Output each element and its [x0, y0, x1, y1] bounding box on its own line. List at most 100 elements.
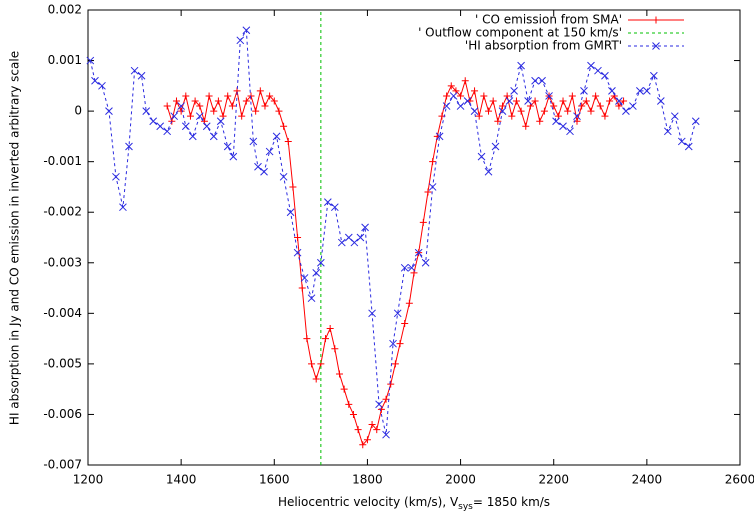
data-point — [531, 97, 539, 105]
data-point — [373, 426, 381, 434]
data-point — [636, 87, 644, 95]
data-point — [228, 102, 236, 110]
data-point — [242, 26, 251, 35]
data-point — [401, 319, 409, 327]
data-point — [224, 92, 232, 100]
data-point — [223, 142, 232, 151]
legend-marker — [652, 42, 660, 50]
data-point — [485, 107, 493, 115]
x-label-tail: = 1850 km/s — [473, 495, 550, 509]
data-point — [330, 203, 339, 212]
data-point — [312, 269, 321, 277]
y-tick-label: -0.001 — [43, 154, 82, 168]
data-point — [498, 102, 506, 110]
data-point — [587, 107, 595, 115]
x-tick-label: 2400 — [632, 473, 663, 487]
data-point — [130, 66, 139, 75]
data-point — [429, 158, 437, 166]
data-point — [684, 142, 693, 151]
data-point — [205, 92, 213, 100]
data-point — [361, 223, 369, 232]
data-point — [461, 77, 469, 85]
data-point — [326, 325, 334, 332]
data-point — [214, 97, 222, 105]
data-point — [356, 233, 365, 242]
data-point — [424, 188, 432, 196]
data-point — [181, 122, 190, 131]
data-point — [284, 137, 292, 145]
data-point — [670, 112, 679, 121]
data-point — [522, 122, 530, 130]
data-point — [368, 421, 376, 429]
data-point — [186, 112, 194, 120]
data-point — [400, 263, 409, 272]
data-point — [414, 248, 423, 257]
data-point — [286, 208, 295, 217]
data-point — [489, 97, 497, 105]
data-point — [294, 234, 302, 241]
data-point — [350, 238, 359, 247]
data-point — [272, 132, 281, 141]
data-point — [149, 117, 158, 126]
data-point — [559, 97, 567, 105]
data-point — [359, 441, 367, 449]
y-tick-label: -0.005 — [43, 356, 82, 370]
data-point — [252, 107, 260, 115]
data-point — [421, 258, 430, 267]
data-point — [573, 112, 581, 121]
x-label-sub: sys — [458, 502, 473, 512]
data-point — [323, 198, 332, 206]
data-point — [471, 87, 479, 95]
data-point — [475, 112, 483, 120]
y-axis-label: HI absorption in Jy and CO emission in i… — [8, 51, 22, 425]
data-point — [559, 122, 567, 131]
y-tick-label: -0.004 — [43, 306, 82, 320]
data-point — [335, 370, 343, 378]
y-tick-label: -0.003 — [43, 255, 82, 269]
data-point — [279, 172, 288, 181]
data-point — [435, 132, 444, 141]
data-point — [396, 340, 404, 348]
data-point — [517, 61, 525, 70]
data-point — [368, 309, 376, 318]
y-tick-label: 0 — [74, 104, 82, 118]
x-axis-label: Heliocentric velocity (km/s), Vsys= 1850… — [278, 495, 550, 512]
data-point — [216, 117, 225, 126]
data-point — [382, 430, 390, 439]
data-point — [622, 107, 630, 115]
data-point — [524, 97, 532, 105]
legend-label: ' Outflow component at 150 km/s' — [418, 26, 622, 40]
data-point — [242, 97, 250, 105]
data-point — [484, 167, 493, 176]
data-point — [170, 112, 179, 121]
data-point — [594, 66, 602, 75]
data-point — [580, 87, 588, 95]
data-point — [552, 117, 560, 126]
x-label-main: Heliocentric velocity (km/s), V — [278, 495, 459, 509]
data-point — [601, 112, 609, 120]
data-point — [578, 102, 586, 110]
data-point — [649, 71, 658, 80]
data-point — [91, 76, 99, 85]
data-point — [86, 56, 95, 65]
data-point — [582, 97, 590, 105]
legend-label: ' CO emission from SMA' — [475, 13, 622, 27]
data-point — [202, 122, 211, 131]
data-point — [254, 162, 262, 171]
data-point — [477, 152, 486, 161]
data-point — [517, 107, 525, 115]
data-point — [498, 107, 507, 115]
y-tick-label: 0.002 — [48, 3, 82, 17]
data-point — [275, 107, 283, 115]
data-point — [191, 97, 199, 105]
x-tick-label: 1800 — [352, 473, 383, 487]
data-point — [587, 61, 595, 70]
data-point — [615, 102, 623, 110]
data-point — [349, 410, 357, 418]
data-point — [596, 102, 604, 110]
data-point — [209, 132, 218, 141]
data-point — [447, 82, 455, 90]
data-point — [249, 137, 258, 146]
